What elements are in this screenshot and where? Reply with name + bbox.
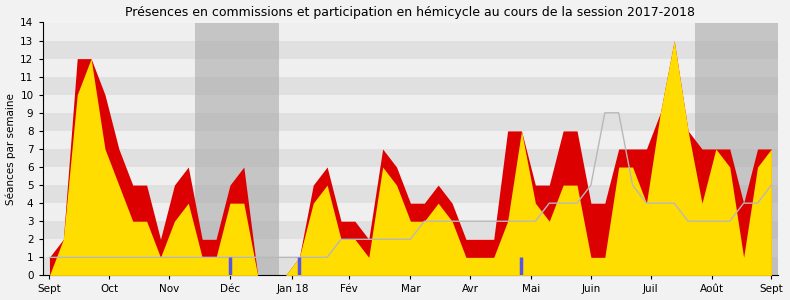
Bar [43,203,778,221]
Title: Présences en commissions et participation en hémicycle au cours de la session 20: Présences en commissions et participatio… [126,6,695,19]
Bar [43,40,778,58]
Bar [43,95,778,113]
Bar [43,167,778,185]
Bar [43,257,778,275]
Bar [195,22,279,275]
Bar [43,22,778,40]
Bar [43,113,778,131]
Bar [43,131,778,149]
Y-axis label: Séances par semaine: Séances par semaine [6,93,16,205]
Bar [695,22,778,275]
Bar [43,239,778,257]
Bar [43,77,778,95]
Bar [43,185,778,203]
Bar [43,221,778,239]
Bar [43,149,778,167]
Bar [43,58,778,77]
